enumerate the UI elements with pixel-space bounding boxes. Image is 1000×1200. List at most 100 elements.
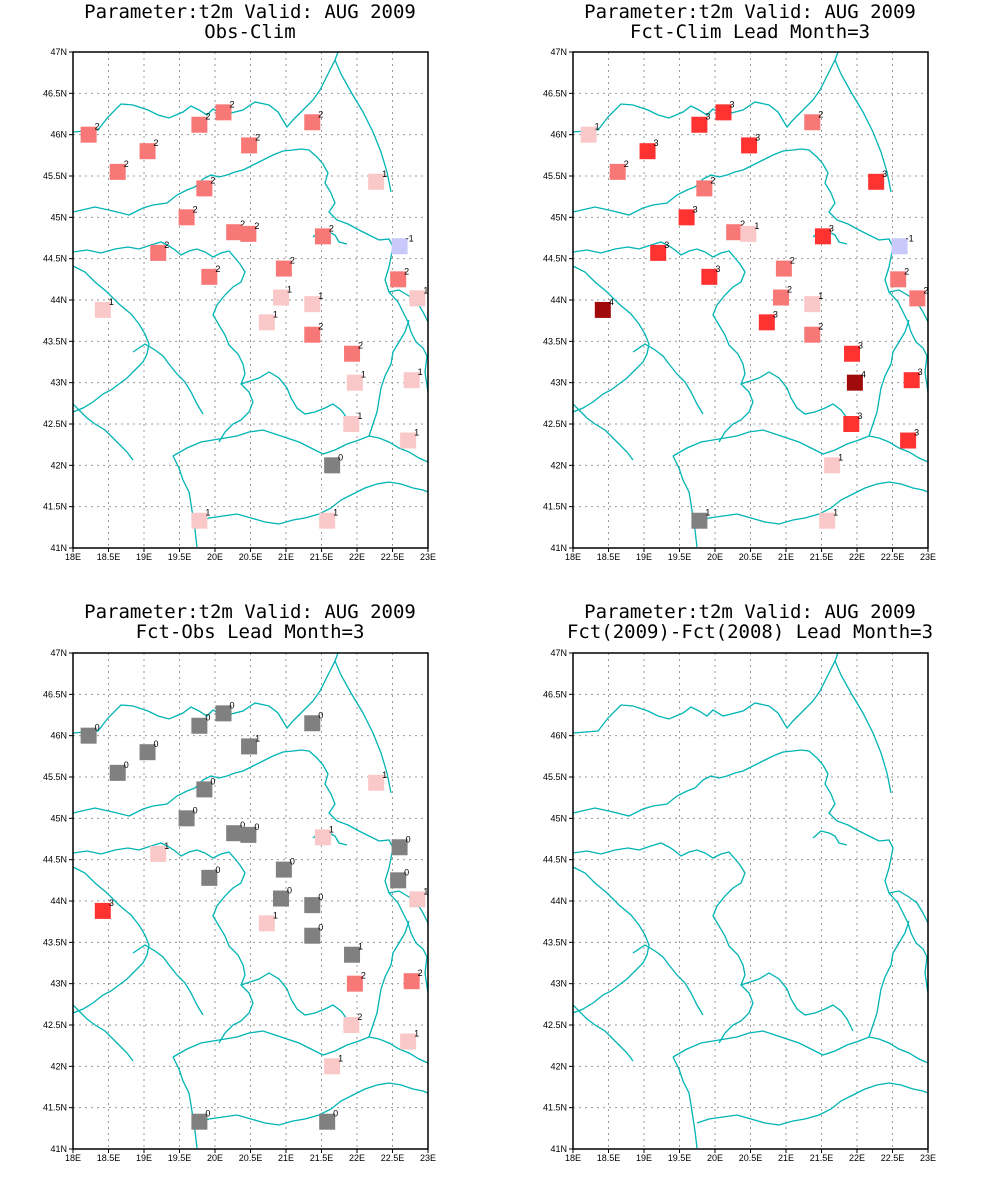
y-tick-label: 47N <box>50 47 67 57</box>
station-marker <box>178 810 195 827</box>
x-tick-label: 20E <box>207 1153 223 1163</box>
station-marker <box>139 744 156 761</box>
x-tick-label: 20.5E <box>239 1153 263 1163</box>
x-tick-label: 21.5E <box>310 552 334 562</box>
station-marker <box>304 326 321 343</box>
station-marker <box>304 897 321 914</box>
station-marker <box>804 296 821 313</box>
station-value-label: 2 <box>290 256 295 266</box>
y-tick-label: 43.5N <box>43 937 67 947</box>
y-tick-label: 46.5N <box>543 689 567 699</box>
station-value-label: 3 <box>730 99 735 109</box>
station-marker <box>178 209 195 226</box>
station-value-label: 1 <box>414 428 419 438</box>
x-tick-label: 22.5E <box>881 1153 905 1163</box>
station-value-label: 2 <box>164 240 169 250</box>
station-marker <box>196 781 213 798</box>
x-tick-label: 21E <box>278 1153 294 1163</box>
station-value-label: 1 <box>164 841 169 851</box>
x-tick-label: 23E <box>920 1153 936 1163</box>
station-value-label: 2 <box>95 122 100 132</box>
y-tick-label: 45.5N <box>543 772 567 782</box>
station-marker <box>715 104 732 121</box>
y-tick-label: 46.5N <box>543 88 567 98</box>
station-marker <box>191 116 208 133</box>
y-tick-label: 45.5N <box>543 171 567 181</box>
station-marker <box>273 289 290 306</box>
station-marker <box>819 512 836 529</box>
station-marker <box>109 163 126 180</box>
station-value-label: 0 <box>124 760 129 770</box>
station-marker <box>409 891 426 908</box>
station-marker <box>241 738 258 755</box>
station-marker <box>903 372 920 389</box>
station-value-label: 0 <box>318 923 323 933</box>
y-tick-label: 46N <box>550 731 567 741</box>
y-tick-label: 46.5N <box>43 689 67 699</box>
x-tick-label: 19E <box>636 1153 652 1163</box>
station-marker <box>650 244 667 261</box>
station-value-label: 3 <box>914 428 919 438</box>
station-marker <box>241 137 258 154</box>
station-value-label: 4 <box>609 297 614 307</box>
station-value-label: 0 <box>290 857 295 867</box>
station-marker <box>740 225 757 242</box>
y-tick-label: 47N <box>550 47 567 57</box>
station-value-label: 2 <box>361 971 366 981</box>
station-value-label: 1 <box>333 508 338 518</box>
station-marker <box>409 290 426 307</box>
station-marker <box>390 271 407 288</box>
station-marker <box>80 727 97 744</box>
station-value-label: 1 <box>382 169 387 179</box>
x-tick-label: 19.5E <box>168 1153 192 1163</box>
station-value-label: 2 <box>318 109 323 119</box>
station-marker <box>368 774 385 791</box>
station-marker <box>346 975 363 992</box>
y-tick-label: 41N <box>50 543 67 553</box>
station-value-label: 2 <box>329 223 334 233</box>
y-tick-label: 43N <box>50 979 67 989</box>
station-value-label: 0 <box>205 713 210 723</box>
y-tick-label: 43N <box>550 979 567 989</box>
y-tick-label: 42.5N <box>543 419 567 429</box>
station-marker <box>726 224 743 241</box>
station-marker <box>391 238 408 255</box>
station-marker <box>804 114 821 131</box>
station-marker <box>741 137 758 154</box>
y-tick-label: 45N <box>50 212 67 222</box>
station-marker <box>346 374 363 391</box>
station-marker <box>80 126 97 143</box>
x-tick-label: 20.5E <box>239 552 263 562</box>
station-value-label: 3 <box>693 204 698 214</box>
station-marker <box>304 927 321 944</box>
station-marker <box>344 946 361 963</box>
station-marker <box>324 457 341 474</box>
station-marker <box>215 104 232 121</box>
station-value-label: 1 <box>595 122 600 132</box>
station-value-label: 1 <box>287 285 292 295</box>
station-marker <box>403 973 420 990</box>
x-tick-label: 18.5E <box>597 552 621 562</box>
y-tick-label: 45.5N <box>43 772 67 782</box>
station-marker <box>804 326 821 343</box>
x-tick-label: 19.5E <box>668 552 692 562</box>
station-value-label: 1 <box>423 886 428 896</box>
station-value-label: 2 <box>254 221 259 231</box>
station-value-label: 1 <box>329 824 334 834</box>
station-value-label: 1 <box>423 285 428 295</box>
station-marker <box>150 244 167 261</box>
y-tick-label: 42N <box>550 1061 567 1071</box>
station-marker <box>758 314 775 331</box>
station-marker <box>900 432 917 449</box>
station-value-label: 2 <box>215 264 220 274</box>
station-value-label: 0 <box>338 452 343 462</box>
y-tick-label: 44N <box>50 295 67 305</box>
station-marker <box>909 290 926 307</box>
station-value-label: 1 <box>205 508 210 518</box>
station-value-label: 0 <box>318 892 323 902</box>
y-tick-label: 42N <box>50 1061 67 1071</box>
station-value-label: 3 <box>654 138 659 148</box>
y-tick-label: 43N <box>50 378 67 388</box>
